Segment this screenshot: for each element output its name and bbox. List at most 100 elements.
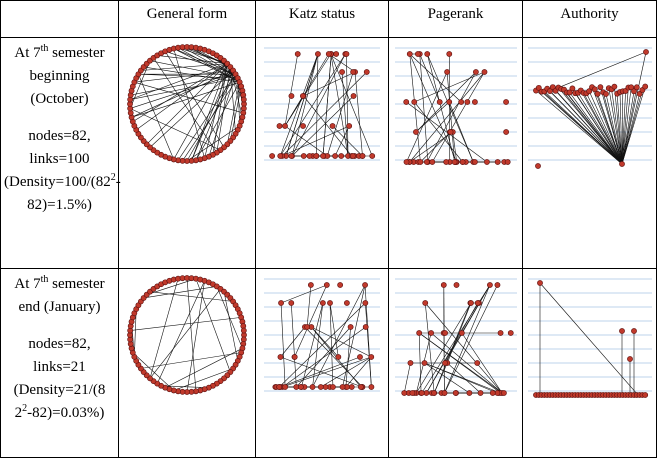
node (408, 390, 415, 396)
edge (418, 332, 502, 394)
graph-image (264, 278, 380, 392)
node (323, 282, 330, 288)
text: 2 (110, 172, 116, 183)
text: semester end (January) (18, 276, 105, 315)
node (414, 51, 421, 57)
node (471, 99, 478, 105)
edge (303, 71, 356, 97)
edge (408, 71, 485, 163)
node (277, 153, 284, 159)
edge (585, 93, 622, 165)
edge (212, 63, 228, 155)
edge (149, 288, 221, 379)
node (415, 330, 422, 336)
edge (279, 53, 319, 157)
node (362, 282, 368, 288)
node (452, 390, 459, 396)
edge (413, 71, 485, 103)
node (346, 123, 353, 129)
node (627, 84, 634, 91)
edge (153, 57, 218, 153)
node (297, 384, 304, 390)
edge (409, 53, 461, 103)
node (278, 300, 284, 306)
node (618, 161, 625, 167)
node (494, 159, 501, 165)
node (591, 86, 598, 93)
node (300, 123, 306, 129)
node (410, 99, 417, 105)
node (602, 91, 609, 97)
edge (403, 362, 411, 394)
edge (173, 63, 228, 160)
edge (285, 53, 319, 157)
node (633, 84, 640, 91)
edge (446, 362, 481, 394)
text: -82)=0.03%) (27, 405, 105, 421)
edge (204, 63, 228, 159)
edge (230, 66, 236, 134)
edge (191, 66, 231, 161)
edge (591, 87, 622, 165)
edge (621, 87, 629, 165)
node (300, 153, 307, 159)
node (597, 84, 603, 91)
node (428, 159, 435, 165)
text: semester beginning (October) (29, 45, 105, 107)
node (362, 300, 369, 306)
edge (281, 71, 367, 157)
node (611, 83, 617, 90)
node (412, 129, 419, 135)
node (630, 88, 637, 95)
node (536, 280, 543, 286)
edge (574, 93, 622, 165)
node (534, 163, 541, 169)
node (369, 153, 376, 159)
node (319, 300, 326, 306)
edge (616, 93, 622, 165)
node (327, 300, 333, 306)
graph-image (127, 44, 247, 164)
edge (322, 53, 332, 157)
edge (418, 53, 428, 163)
edge (415, 71, 476, 133)
edge (431, 71, 485, 163)
edge (173, 48, 205, 159)
node (339, 69, 345, 75)
text: nodes=82, (28, 336, 91, 352)
edge (143, 286, 217, 299)
node (636, 90, 642, 97)
node (288, 153, 295, 159)
edge (136, 63, 228, 131)
edge (345, 326, 351, 388)
row: At 7th semester beginning (October) node… (0, 37, 657, 269)
node (440, 282, 447, 288)
node (474, 300, 481, 306)
node (641, 392, 648, 398)
edge (132, 63, 228, 122)
edge (539, 282, 638, 396)
node (339, 384, 346, 390)
node (330, 384, 336, 390)
edge (280, 284, 327, 304)
node (402, 99, 409, 105)
edge (186, 280, 205, 393)
node (309, 384, 316, 390)
node (337, 282, 344, 288)
text: (Density=21/(8 2 (13, 382, 106, 421)
edge (610, 89, 622, 165)
node (403, 159, 409, 165)
edge (543, 91, 622, 165)
edge (230, 86, 242, 142)
edge (223, 291, 239, 361)
edge (560, 88, 622, 165)
edge (182, 77, 239, 161)
text: At 7 (14, 276, 41, 292)
graph-image (527, 278, 652, 398)
node (445, 51, 452, 57)
edge (446, 71, 455, 163)
edge (605, 93, 622, 165)
node (467, 300, 474, 306)
edge (182, 46, 238, 79)
node (368, 354, 375, 360)
